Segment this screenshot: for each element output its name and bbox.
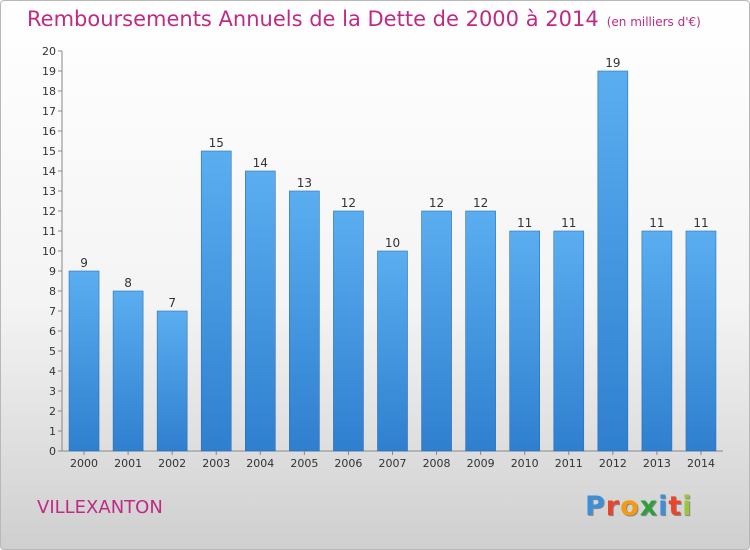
y-tick-label: 7 bbox=[49, 305, 56, 318]
x-tick-label: 2008 bbox=[423, 457, 451, 470]
data-label: 11 bbox=[693, 216, 708, 230]
x-tick-label: 2012 bbox=[599, 457, 627, 470]
x-tick-label: 2013 bbox=[643, 457, 671, 470]
x-tick-label: 2001 bbox=[114, 457, 142, 470]
bar bbox=[245, 170, 276, 452]
bar bbox=[641, 230, 673, 452]
x-tick-label: 2011 bbox=[555, 457, 583, 470]
logo-letter: i bbox=[682, 491, 693, 522]
chart-unit-note: (en milliers d'€) bbox=[606, 15, 701, 29]
x-tick-label: 2007 bbox=[379, 457, 407, 470]
y-tick-label: 14 bbox=[42, 165, 56, 178]
logo-letter: o bbox=[620, 491, 640, 522]
bar bbox=[685, 230, 717, 452]
x-tick-label: 2004 bbox=[246, 457, 274, 470]
y-tick-label: 4 bbox=[49, 365, 56, 378]
x-tick-label: 2009 bbox=[467, 457, 495, 470]
bar bbox=[200, 150, 232, 452]
bar bbox=[421, 210, 452, 452]
y-tick-label: 19 bbox=[42, 65, 56, 78]
data-label: 12 bbox=[429, 196, 444, 210]
x-tick-label: 2002 bbox=[158, 457, 186, 470]
bar bbox=[509, 230, 541, 452]
y-tick-label: 15 bbox=[42, 145, 56, 158]
bar bbox=[333, 210, 364, 452]
data-label: 7 bbox=[168, 296, 176, 310]
data-label: 11 bbox=[517, 216, 532, 230]
data-label: 10 bbox=[385, 236, 400, 250]
data-label: 15 bbox=[209, 136, 224, 150]
bar bbox=[112, 290, 144, 452]
data-label: 14 bbox=[253, 156, 268, 170]
data-label: 9 bbox=[80, 256, 88, 270]
y-tick-label: 9 bbox=[49, 265, 56, 278]
bar bbox=[553, 230, 585, 452]
chart-bars: 9 8 7 15 14 13 12 10 12 12 11 11 19 11 11 bbox=[68, 56, 717, 452]
data-label: 12 bbox=[473, 196, 488, 210]
bar bbox=[289, 190, 320, 452]
data-label: 12 bbox=[341, 196, 356, 210]
x-tick-label: 2006 bbox=[334, 457, 362, 470]
bar bbox=[377, 250, 408, 452]
data-label: 11 bbox=[649, 216, 664, 230]
y-tick-label: 16 bbox=[42, 125, 56, 138]
y-tick-label: 13 bbox=[42, 185, 56, 198]
y-tick-label: 20 bbox=[42, 45, 56, 58]
proxiti-logo: Proxiti bbox=[585, 491, 693, 522]
y-tick-label: 10 bbox=[42, 245, 56, 258]
x-tick-label: 2010 bbox=[511, 457, 539, 470]
data-label: 8 bbox=[124, 276, 132, 290]
bar bbox=[156, 310, 188, 452]
bar bbox=[68, 270, 100, 452]
y-tick-label: 12 bbox=[42, 205, 56, 218]
logo-letter: i bbox=[658, 491, 669, 522]
logo-letter: r bbox=[605, 491, 621, 522]
data-label: 13 bbox=[297, 176, 312, 190]
chart-title-text: Remboursements Annuels de la Dette de 20… bbox=[27, 7, 599, 31]
bar bbox=[597, 70, 629, 452]
commune-name: VILLEXANTON bbox=[37, 497, 163, 518]
y-tick-label: 3 bbox=[49, 385, 56, 398]
y-tick-label: 6 bbox=[49, 325, 56, 338]
x-tick-label: 2014 bbox=[687, 457, 715, 470]
y-tick-label: 1 bbox=[49, 425, 56, 438]
y-tick-label: 8 bbox=[49, 285, 56, 298]
logo-letter: t bbox=[668, 491, 683, 522]
logo-letter: x bbox=[639, 491, 659, 522]
x-tick-label: 2003 bbox=[202, 457, 230, 470]
y-tick-label: 17 bbox=[42, 105, 56, 118]
logo-letter: P bbox=[585, 491, 606, 522]
x-tick-label: 2005 bbox=[290, 457, 318, 470]
y-tick-label: 2 bbox=[49, 405, 56, 418]
bar bbox=[465, 210, 496, 452]
y-tick-label: 5 bbox=[49, 345, 56, 358]
chart-title: Remboursements Annuels de la Dette de 20… bbox=[27, 7, 701, 31]
y-tick-label: 11 bbox=[42, 225, 56, 238]
x-tick-label: 2000 bbox=[70, 457, 98, 470]
data-label: 19 bbox=[605, 56, 620, 70]
y-tick-label: 18 bbox=[42, 85, 56, 98]
data-label: 11 bbox=[561, 216, 576, 230]
y-tick-label: 0 bbox=[49, 445, 56, 458]
